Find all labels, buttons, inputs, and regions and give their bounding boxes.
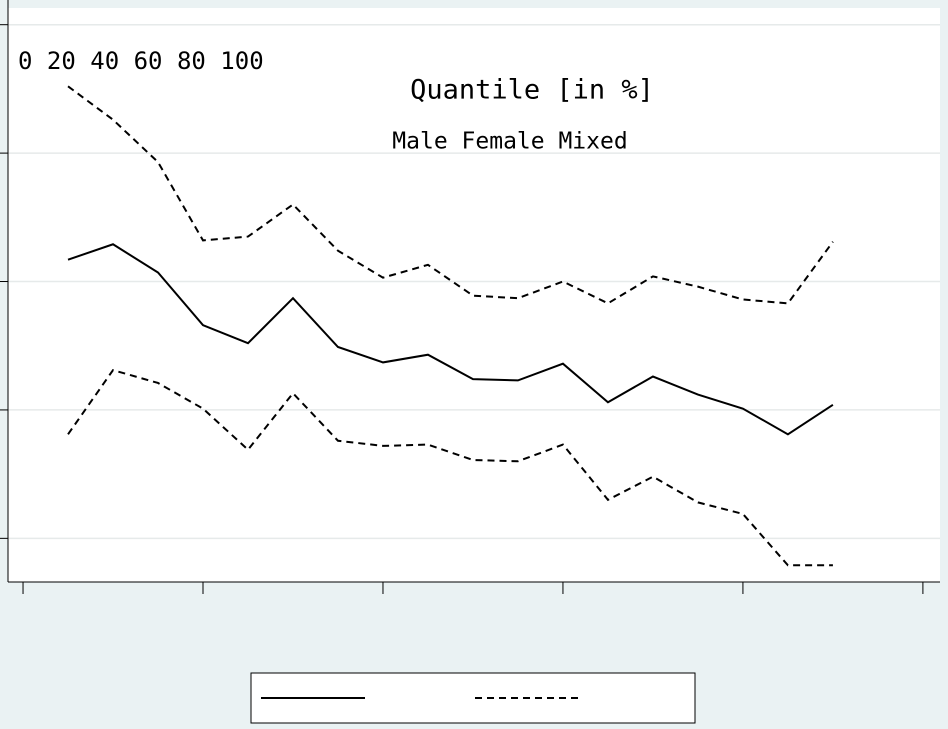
series-line	[67, 85, 834, 305]
legend	[250, 672, 696, 724]
series-line	[67, 243, 834, 436]
chart-title: Quantile [in %]	[410, 75, 654, 106]
annotation: 0 20 40 60 80 100	[18, 47, 264, 75]
plot-area	[8, 8, 940, 582]
series-line	[67, 368, 833, 567]
annotation: Male Female Mixed	[392, 129, 627, 155]
